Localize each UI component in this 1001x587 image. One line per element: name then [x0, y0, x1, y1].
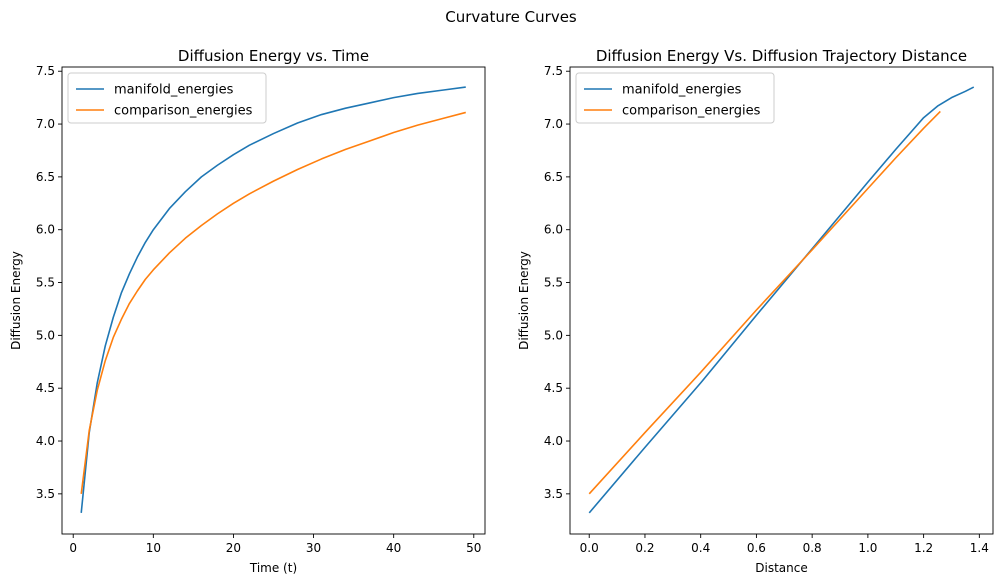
left-axes-frame — [61, 66, 486, 535]
right-y-tick-label: 6.5 — [544, 170, 563, 184]
left-series-line-comparison_energies — [80, 111, 466, 494]
right-y-tick-label: 5.0 — [544, 328, 563, 342]
left-x-tick-label: 40 — [386, 541, 401, 555]
left-x-tick-label: 20 — [226, 541, 241, 555]
left-y-tick-label: 7.0 — [36, 117, 55, 131]
right-x-tick-label: 0.8 — [803, 541, 822, 555]
right-x-axis-label: Distance — [755, 561, 807, 575]
right-y-tick-label: 7.0 — [544, 117, 563, 131]
right-y-tick-label: 5.5 — [544, 276, 563, 290]
right-x-tick-label: 1.2 — [914, 541, 933, 555]
left-legend-box — [67, 72, 267, 124]
left-chart-title: Diffusion Energy vs. Time — [178, 47, 369, 65]
left-y-tick-label: 6.5 — [36, 170, 55, 184]
left-y-tick-label: 7.5 — [36, 64, 55, 78]
right-y-tick-label: 4.0 — [544, 434, 563, 448]
left-y-axis-label: Diffusion Energy — [9, 251, 23, 350]
right-series-line-comparison_energies — [588, 110, 941, 495]
left-legend-label-manifold_energies: manifold_energies — [114, 83, 234, 98]
left-x-tick-label: 30 — [306, 541, 321, 555]
left-y-tick-label: 5.0 — [36, 328, 55, 342]
right-y-tick-label: 3.5 — [544, 487, 563, 501]
right-axes: Diffusion Energy Vs. Diffusion Trajector… — [517, 47, 994, 575]
right-x-tick-label: 0.2 — [635, 541, 654, 555]
left-x-tick-label: 50 — [466, 541, 481, 555]
right-y-tick-label: 7.5 — [544, 64, 563, 78]
right-legend-label-comparison_energies: comparison_energies — [622, 104, 761, 119]
left-series-line-manifold_energies — [80, 86, 466, 513]
right-legend-box — [575, 72, 775, 124]
right-y-axis-label: Diffusion Energy — [517, 251, 531, 350]
right-x-tick-label: 1.4 — [970, 541, 989, 555]
right-chart-title: Diffusion Energy Vs. Diffusion Trajector… — [596, 47, 967, 65]
right-x-tick-label: 0.4 — [691, 541, 710, 555]
left-y-tick-label: 6.0 — [36, 223, 55, 237]
right-legend-label-manifold_energies: manifold_energies — [622, 83, 742, 98]
right-y-tick-label: 6.0 — [544, 223, 563, 237]
left-x-axis-label: Time (t) — [249, 561, 297, 575]
left-legend-label-comparison_energies: comparison_energies — [114, 104, 253, 119]
right-axes-frame — [569, 66, 994, 535]
right-x-tick-label: 0.6 — [747, 541, 766, 555]
right-y-tick-label: 4.5 — [544, 381, 563, 395]
right-x-tick-label: 0.0 — [580, 541, 599, 555]
figure-suptitle: Curvature Curves — [445, 8, 577, 26]
right-series-line-manifold_energies — [588, 86, 975, 514]
left-y-tick-label: 3.5 — [36, 487, 55, 501]
right-x-tick-label: 1.0 — [858, 541, 877, 555]
left-x-tick-label: 10 — [146, 541, 161, 555]
left-axes: Diffusion Energy vs. Time 0 10 20 30 40 50 3.5 4… — [9, 47, 486, 575]
left-y-tick-label: 4.0 — [36, 434, 55, 448]
left-y-tick-label: 4.5 — [36, 381, 55, 395]
left-x-tick-label: 0 — [69, 541, 77, 555]
left-y-tick-label: 5.5 — [36, 276, 55, 290]
